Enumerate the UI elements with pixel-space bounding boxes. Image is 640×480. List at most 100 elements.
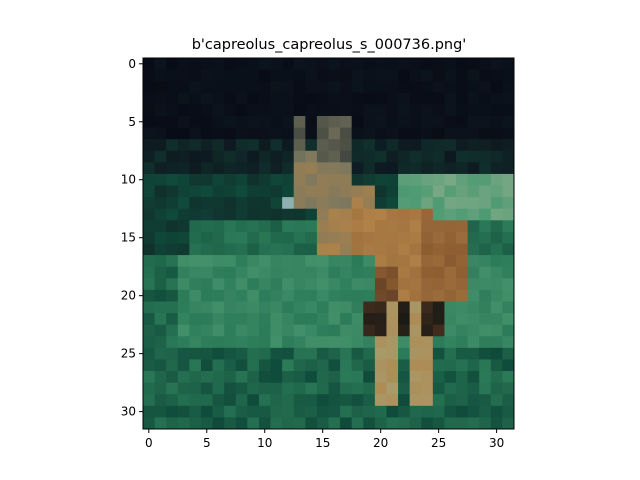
image-pixel [166, 231, 179, 244]
image-pixel [247, 197, 260, 210]
image-pixel [363, 289, 376, 302]
image-pixel [363, 208, 376, 221]
image-pixel [200, 313, 213, 326]
image-pixel [258, 139, 271, 152]
image-pixel [490, 127, 503, 140]
image-pixel [189, 104, 202, 117]
image-pixel [235, 197, 248, 210]
image-pixel [328, 289, 341, 302]
image-pixel [154, 301, 167, 314]
image-pixel [282, 139, 295, 152]
image-pixel [154, 139, 167, 152]
image-pixel [432, 417, 445, 430]
image-pixel [374, 394, 387, 407]
image-pixel [409, 324, 422, 337]
image-pixel [282, 150, 295, 163]
image-pixel [143, 115, 155, 128]
image-pixel [316, 139, 329, 152]
image-pixel [386, 162, 399, 175]
image-pixel [212, 231, 225, 244]
image-pixel [247, 255, 260, 268]
image-pixel [490, 336, 503, 349]
image-pixel [212, 139, 225, 152]
image-pixel [409, 371, 422, 384]
image-pixel [386, 243, 399, 256]
image-pixel [177, 336, 190, 349]
image-pixel [212, 162, 225, 175]
image-pixel [502, 405, 515, 418]
image-pixel [247, 208, 260, 221]
image-pixel [143, 197, 155, 210]
image-pixel [432, 58, 445, 70]
image-pixel [154, 255, 167, 268]
image-pixel [351, 208, 364, 221]
image-pixel [235, 139, 248, 152]
image-pixel [409, 139, 422, 152]
figure-title: b'capreolus_capreolus_s_000736.png' [192, 37, 467, 53]
image-pixel [212, 197, 225, 210]
image-pixel [340, 92, 353, 105]
image-pixel [444, 208, 457, 221]
image-pixel [502, 104, 515, 117]
image-pixel [374, 336, 387, 349]
image-pixel [212, 359, 225, 372]
image-pixel [444, 324, 457, 337]
image-pixel [224, 313, 237, 326]
image-pixel [305, 371, 318, 384]
image-pixel [432, 324, 445, 337]
image-pixel [479, 162, 492, 175]
image-pixel [328, 243, 341, 256]
image-pixel [386, 347, 399, 360]
image-pixel [212, 382, 225, 395]
image-pixel [143, 139, 155, 152]
image-pixel [270, 208, 283, 221]
image-pixel [293, 243, 306, 256]
image-pixel [432, 255, 445, 268]
image-pixel [398, 313, 411, 326]
image-pixel [340, 278, 353, 291]
image-pixel [456, 382, 469, 395]
image-pixel [456, 301, 469, 314]
image-pixel [467, 347, 480, 360]
image-pixel [340, 69, 353, 82]
image-pixel [490, 243, 503, 256]
image-pixel [340, 266, 353, 279]
image-pixel [409, 359, 422, 372]
image-pixel [154, 313, 167, 326]
image-pixel [374, 417, 387, 430]
image-pixel [143, 208, 155, 221]
image-pixel [282, 81, 295, 94]
image-pixel [212, 104, 225, 117]
image-pixel [444, 347, 457, 360]
image-pixel [421, 359, 434, 372]
image-pixel [432, 278, 445, 291]
image-pixel [235, 371, 248, 384]
image-pixel [177, 139, 190, 152]
image-pixel [177, 243, 190, 256]
image-pixel [502, 162, 515, 175]
image-pixel [328, 231, 341, 244]
image-pixel [282, 127, 295, 140]
image-pixel [293, 394, 306, 407]
image-pixel [189, 139, 202, 152]
y-tick-label: 25 [121, 347, 136, 361]
image-pixel [154, 173, 167, 186]
image-pixel [409, 208, 422, 221]
image-pixel [479, 58, 492, 70]
image-pixel [293, 301, 306, 314]
image-pixel [432, 243, 445, 256]
image-pixel [479, 347, 492, 360]
image-pixel [456, 417, 469, 430]
image-pixel [398, 417, 411, 430]
image-pixel [409, 69, 422, 82]
image-pixel [340, 394, 353, 407]
image-pixel [270, 313, 283, 326]
image-pixel [293, 405, 306, 418]
image-pixel [143, 173, 155, 186]
image-pixel [235, 382, 248, 395]
image-pixel [212, 127, 225, 140]
image-pixel [328, 220, 341, 233]
image-pixel [421, 185, 434, 198]
image-pixel [328, 58, 341, 70]
image-pixel [293, 150, 306, 163]
